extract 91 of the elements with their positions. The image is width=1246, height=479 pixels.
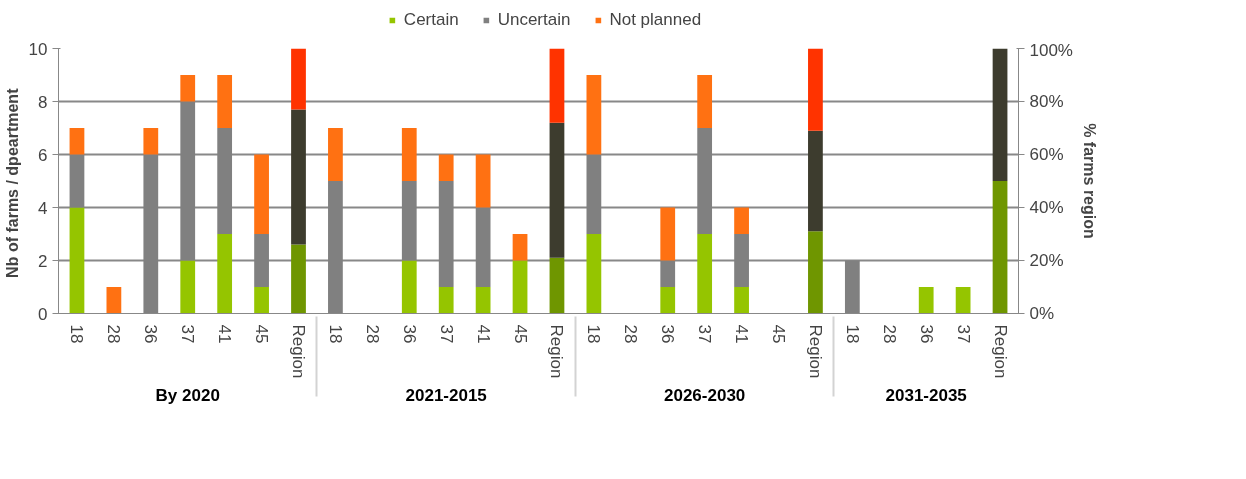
x-tick-label: 18 [842, 324, 862, 344]
x-tick-label: 36 [141, 324, 161, 344]
x-tick-label: 45 [252, 324, 272, 344]
bar [697, 234, 713, 314]
bar [512, 234, 528, 261]
x-tick-label: 36 [399, 324, 419, 344]
text: 2031-2035 [885, 386, 967, 406]
bar [549, 48, 565, 123]
bar [955, 287, 971, 314]
bar [918, 287, 934, 314]
bar [291, 48, 306, 110]
bar [254, 154, 269, 234]
bar [586, 234, 602, 314]
bar [291, 244, 306, 314]
bar [475, 287, 491, 314]
bar [586, 154, 602, 234]
y2-tick-label: 40% [1029, 198, 1064, 217]
bar [697, 75, 713, 128]
x-tick-label: 28 [362, 324, 382, 344]
bar [69, 128, 85, 155]
y-tick-label: 2 [38, 251, 48, 271]
bar [992, 48, 1008, 181]
bar [180, 260, 196, 314]
bar [734, 287, 749, 314]
y-tick-label: 10 [28, 39, 48, 59]
bar [254, 287, 269, 314]
x-tick-label: 37 [695, 324, 715, 344]
x-tick-label: 18 [584, 324, 604, 344]
text: 2021-2015 [405, 386, 487, 406]
bar [808, 48, 823, 131]
bar [808, 231, 823, 314]
x-tick-label: 36 [916, 324, 936, 344]
y-tick-label: 8 [38, 92, 48, 112]
bar [549, 122, 565, 258]
bar [328, 128, 343, 181]
y2-tick-label: 60% [1029, 145, 1064, 164]
x-tick-label: 41 [473, 324, 493, 344]
text: By 2020 [155, 386, 220, 406]
x-tick-label: 18 [325, 324, 345, 344]
bar [217, 75, 233, 128]
x-tick-label: 28 [621, 324, 641, 344]
x-tick-label: Region [990, 324, 1010, 379]
text: 2026-2030 [664, 386, 746, 406]
bar [438, 154, 454, 181]
x-tick-label: 45 [510, 324, 530, 344]
x-tick-label: 41 [732, 324, 752, 344]
x-tick-label: 41 [215, 324, 235, 344]
x-tick-label: 45 [769, 324, 788, 344]
bar [217, 234, 233, 314]
bar [549, 257, 565, 314]
x-tick-label: 37 [178, 324, 198, 344]
legend-label: Not planned [609, 10, 702, 30]
bar [401, 128, 417, 181]
bar [734, 207, 749, 234]
bar [69, 207, 85, 314]
legend-label: Uncertain [497, 10, 571, 30]
x-tick-label: Region [547, 324, 567, 379]
x-tick-label: 36 [658, 324, 678, 344]
y-tick-label: 6 [38, 145, 48, 165]
y-tick-label: 4 [38, 198, 48, 218]
bar [106, 287, 122, 314]
x-tick-label: 18 [67, 324, 87, 344]
bar [475, 154, 491, 208]
y-tick-label: 0 [38, 304, 48, 324]
x-tick-label: 28 [879, 324, 899, 344]
bar [586, 75, 602, 155]
y2-tick-label: 100% [1029, 40, 1073, 60]
y2-tick-label: 80% [1029, 92, 1064, 111]
bar [512, 260, 528, 314]
legend-label: Certain [403, 10, 459, 30]
bar [992, 181, 1008, 314]
bar [660, 287, 676, 314]
y-axis-title: Nb of farms / dpeartment [3, 87, 21, 278]
x-tick-label: 28 [104, 324, 124, 344]
bar [697, 128, 713, 234]
bar [217, 128, 233, 234]
x-tick-label: Region [805, 324, 825, 379]
bar [291, 109, 306, 245]
y2-axis-title: % farms region [1080, 123, 1098, 239]
bar [401, 260, 417, 314]
bar [660, 207, 676, 261]
bar [808, 130, 823, 232]
bar [438, 287, 454, 314]
bar [180, 75, 196, 102]
y2-tick-label: 0% [1029, 304, 1055, 323]
x-tick-label: Region [289, 324, 308, 379]
x-tick-label: 37 [953, 324, 973, 344]
bar [143, 128, 159, 155]
bar [69, 154, 85, 208]
y2-tick-label: 20% [1029, 251, 1064, 270]
x-tick-label: 37 [436, 324, 456, 344]
